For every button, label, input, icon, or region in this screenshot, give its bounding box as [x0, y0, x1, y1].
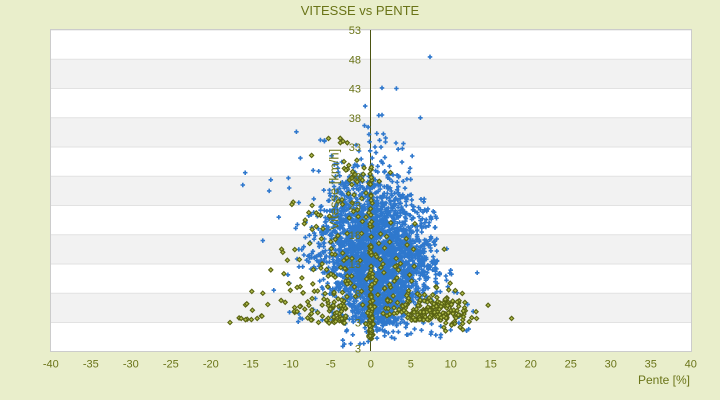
svg-text:23: 23	[349, 201, 361, 213]
svg-text:48: 48	[349, 54, 361, 66]
svg-text:53: 53	[349, 25, 361, 37]
svg-text:-5: -5	[326, 359, 336, 371]
svg-text:Pente [%]: Pente [%]	[638, 373, 690, 387]
svg-text:8: 8	[355, 288, 361, 300]
svg-text:35: 35	[645, 359, 657, 371]
svg-text:28: 28	[349, 171, 361, 183]
svg-text:0: 0	[368, 359, 374, 371]
svg-text:-25: -25	[163, 359, 179, 371]
svg-text:20: 20	[525, 359, 537, 371]
svg-text:43: 43	[349, 84, 361, 96]
svg-text:33: 33	[349, 142, 361, 154]
svg-text:-35: -35	[83, 359, 99, 371]
svg-text:13: 13	[349, 259, 361, 271]
svg-text:18: 18	[349, 230, 361, 242]
svg-text:-40: -40	[43, 359, 59, 371]
svg-text:5: 5	[408, 359, 414, 371]
svg-text:25: 25	[565, 359, 577, 371]
svg-text:38: 38	[349, 113, 361, 125]
svg-text:VITESSE vs PENTE: VITESSE vs PENTE	[301, 3, 420, 18]
svg-text:30: 30	[605, 359, 617, 371]
svg-text:-10: -10	[283, 359, 299, 371]
svg-text:3: 3	[355, 318, 361, 330]
svg-text:-20: -20	[203, 359, 219, 371]
svg-text:3: 3	[355, 343, 361, 355]
svg-text:40: 40	[685, 359, 697, 371]
svg-text:Vitesse [km/h]: Vitesse [km/h]	[327, 149, 342, 230]
svg-text:-15: -15	[243, 359, 259, 371]
svg-text:-30: -30	[123, 359, 139, 371]
svg-text:10: 10	[445, 359, 457, 371]
svg-text:15: 15	[485, 359, 497, 371]
